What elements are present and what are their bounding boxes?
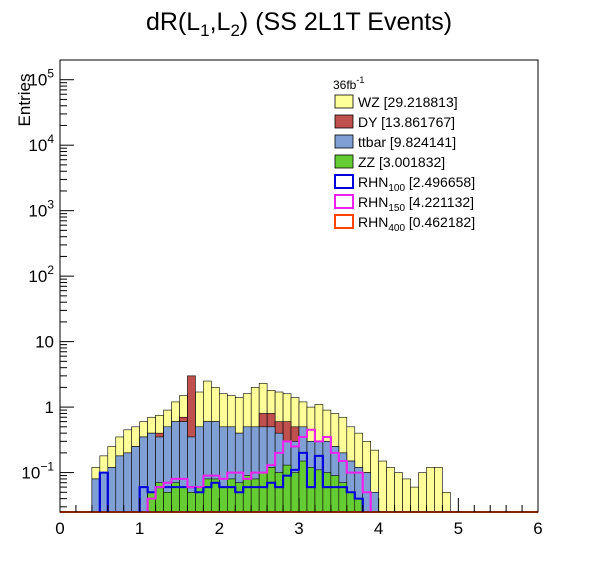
legend-swatch bbox=[334, 214, 354, 229]
legend: 36fb-1 WZ [29.218813] DY [13.861767] ttbar … bbox=[333, 75, 475, 234]
chart-title: dR(L1,L2) (SS 2L1T Events) bbox=[146, 8, 452, 40]
bar-zz-33 bbox=[322, 472, 332, 513]
legend-entry-dy: DY [13.861767] bbox=[334, 114, 455, 130]
bar-zz-25 bbox=[258, 472, 268, 513]
bar-wz-45 bbox=[418, 472, 427, 513]
bar-zz-22 bbox=[234, 482, 244, 513]
bar-wz-42 bbox=[394, 472, 403, 513]
legend-label: RHN400 [0.462182] bbox=[358, 214, 475, 234]
bar-zz-15 bbox=[179, 486, 188, 513]
bar-ttbar-4 bbox=[91, 478, 101, 513]
bar-zz-23 bbox=[242, 475, 252, 513]
legend-swatch bbox=[334, 194, 354, 209]
y-tick-label: 102 bbox=[28, 263, 54, 286]
bar-ttbar-10 bbox=[139, 436, 148, 513]
legend-swatch bbox=[334, 154, 354, 169]
legend-entry-rhn400: RHN400 [0.462182] bbox=[334, 214, 475, 234]
bar-zz-17 bbox=[195, 486, 204, 513]
legend-entry-rhn100: RHN100 [2.496658] bbox=[334, 174, 475, 194]
bar-wz-44 bbox=[410, 486, 419, 513]
bar-zz-36 bbox=[346, 491, 356, 513]
bar-ttbar-39 bbox=[370, 491, 379, 513]
bar-zz-20 bbox=[219, 486, 228, 513]
x-tick-label: 6 bbox=[533, 519, 542, 538]
axes: 0 1 2 3 4 5 6 10−1 1 10 102 103 104 105 bbox=[21, 59, 543, 538]
bar-ttbar-8 bbox=[123, 452, 132, 513]
bar-zz-31 bbox=[306, 467, 316, 513]
legend-entry-zz: ZZ [3.001832] bbox=[334, 154, 445, 170]
bar-zz-28 bbox=[282, 464, 292, 513]
legend-label: DY [13.861767] bbox=[358, 114, 455, 130]
bar-zz-11 bbox=[147, 491, 156, 513]
y-tick-label: 1 bbox=[45, 398, 54, 417]
legend-swatch bbox=[334, 94, 354, 109]
bar-wz-40 bbox=[378, 460, 387, 513]
luminosity-label: 36fb-1 bbox=[333, 75, 364, 92]
bar-zz-24 bbox=[250, 478, 260, 513]
legend-label: ZZ [3.001832] bbox=[358, 154, 445, 170]
bar-zz-29 bbox=[290, 472, 300, 513]
bar-wz-46 bbox=[426, 467, 435, 513]
legend-label: RHN150 [4.221132] bbox=[358, 194, 474, 214]
y-axis-label: Entries bbox=[15, 74, 34, 127]
bar-zz-19 bbox=[211, 478, 220, 513]
bar-ttbar-5 bbox=[99, 472, 109, 513]
series-rhn150-edges bbox=[146, 429, 372, 512]
legend-swatch bbox=[334, 134, 354, 149]
bar-zz-13 bbox=[163, 491, 172, 513]
legend-label: WZ [29.218813] bbox=[358, 94, 458, 110]
x-tick-label: 3 bbox=[294, 519, 303, 538]
y-tick-label: 10 bbox=[35, 333, 54, 352]
bar-zz-32 bbox=[314, 469, 324, 513]
legend-entry-ttbar: ttbar [9.824141] bbox=[334, 134, 456, 150]
legend-swatch bbox=[334, 174, 354, 189]
legend-swatch bbox=[334, 114, 354, 129]
x-tick-label: 5 bbox=[454, 519, 463, 538]
legend-label: RHN100 [2.496658] bbox=[358, 174, 475, 194]
x-tick-label: 0 bbox=[55, 519, 64, 538]
bar-zz-37 bbox=[354, 498, 364, 513]
x-tick-label: 2 bbox=[215, 519, 224, 538]
bar-wz-48 bbox=[442, 491, 451, 513]
bar-zz-18 bbox=[203, 478, 212, 513]
y-tick-label: 10−1 bbox=[21, 460, 54, 483]
bar-ttbar-6 bbox=[107, 467, 117, 513]
bar-zz-21 bbox=[227, 478, 236, 513]
x-axis: 0 1 2 3 4 5 6 bbox=[55, 498, 543, 538]
bar-wz-43 bbox=[402, 478, 411, 513]
bar-ttbar-7 bbox=[115, 455, 125, 513]
bar-zz-34 bbox=[330, 475, 340, 513]
bar-wz-41 bbox=[386, 467, 395, 513]
y-tick-label: 104 bbox=[28, 132, 54, 155]
bar-wz-47 bbox=[434, 467, 443, 513]
x-tick-label: 1 bbox=[135, 519, 144, 538]
x-tick-label: 4 bbox=[374, 519, 383, 538]
y-axis: 10−1 1 10 102 103 104 105 bbox=[21, 59, 74, 508]
legend-entry-rhn150: RHN150 [4.221132] bbox=[334, 194, 474, 214]
y-tick-label: 103 bbox=[28, 198, 54, 221]
bar-zz-27 bbox=[274, 472, 284, 513]
bar-ttbar-9 bbox=[131, 446, 140, 513]
bar-zz-26 bbox=[266, 467, 276, 513]
legend-label: ttbar [9.824141] bbox=[358, 134, 456, 150]
legend-entry-wz: WZ [29.218813] bbox=[334, 94, 458, 110]
bar-zz-16 bbox=[187, 491, 196, 513]
bar-zz-30 bbox=[298, 460, 308, 513]
y-tick-label: 105 bbox=[28, 67, 54, 90]
